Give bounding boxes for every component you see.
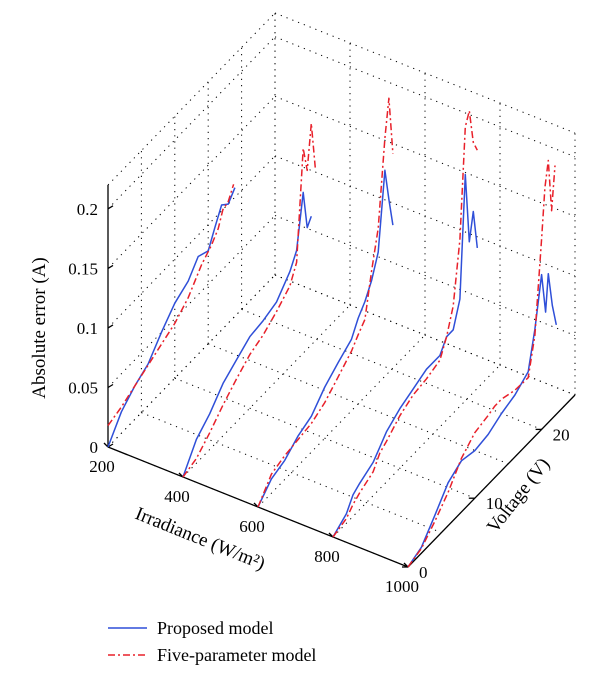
five-parameter-model-line-200 — [107, 184, 235, 427]
series-lines — [107, 97, 558, 568]
five-parameter-model-line-600 — [257, 97, 394, 508]
x-tick-label: 200 — [89, 457, 115, 476]
back-wall-gridline — [274, 274, 576, 396]
z-tick-mark — [107, 264, 114, 269]
legend: Proposed model Five-parameter model — [108, 618, 316, 665]
back-wall-gridline — [274, 215, 576, 336]
side-wall-gridline — [107, 96, 276, 269]
z-tick-label: 0.2 — [77, 200, 98, 219]
legend-label-proposed: Proposed model — [157, 618, 274, 638]
z-tick-mark — [107, 383, 114, 389]
proposed-model-line-600 — [257, 169, 394, 508]
floor-gridline — [208, 343, 509, 465]
z-tick-mark — [107, 205, 114, 210]
side-wall-gridline — [107, 12, 276, 186]
y-tick-label: 0 — [419, 563, 428, 582]
z-tick-mark — [107, 324, 114, 329]
floor-gridline — [257, 334, 426, 508]
y-tick-label: 10 — [486, 494, 503, 513]
side-wall-gridline — [107, 274, 276, 448]
legend-label-five-parameter: Five-parameter model — [157, 645, 316, 665]
side-wall-gridline — [107, 36, 276, 210]
z-tick-label: 0.15 — [68, 259, 98, 278]
x-tick-label: 400 — [164, 487, 190, 506]
y-tick-label: 20 — [553, 425, 570, 444]
five-parameter-model-line-1000 — [407, 159, 556, 568]
five-parameter-model-line-800 — [332, 110, 478, 538]
back-wall-gridline — [274, 36, 576, 158]
z-axis-label: Absolute error (A) — [29, 257, 50, 398]
x-tick-label: 600 — [239, 517, 265, 536]
five-parameter-model-line-400 — [182, 122, 317, 478]
proposed-model-line-200 — [107, 187, 236, 448]
z-tick-label: 0.1 — [77, 319, 98, 338]
proposed-model-line-800 — [332, 173, 479, 538]
x-axis-label: Irradiance (W/m²) — [132, 503, 268, 574]
back-wall-gridline — [274, 95, 576, 217]
floor-gridline — [241, 308, 542, 430]
x-tick-label: 800 — [314, 547, 340, 566]
back-wall-gridline — [274, 12, 576, 134]
proposed-model-line-400 — [182, 191, 313, 478]
x-tick-mark — [328, 532, 334, 538]
floor-gridline — [174, 377, 475, 499]
floor-gridline — [141, 412, 442, 534]
x-tick-mark — [103, 442, 109, 448]
x-tick-mark — [178, 472, 184, 478]
side-wall-gridline — [107, 155, 276, 329]
x-tick-mark — [253, 502, 259, 508]
grid — [107, 12, 576, 568]
x-tick-mark — [403, 562, 409, 568]
proposed-model-line-1000 — [407, 272, 558, 568]
z-tick-label: 0.05 — [68, 379, 98, 398]
z-tick-label: 0 — [90, 438, 99, 457]
y-axis-line — [407, 394, 576, 568]
floor-gridline — [107, 274, 276, 448]
back-wall-gridline — [274, 155, 576, 277]
side-wall-gridline — [107, 215, 276, 388]
x-tick-label: 1000 — [385, 577, 419, 596]
